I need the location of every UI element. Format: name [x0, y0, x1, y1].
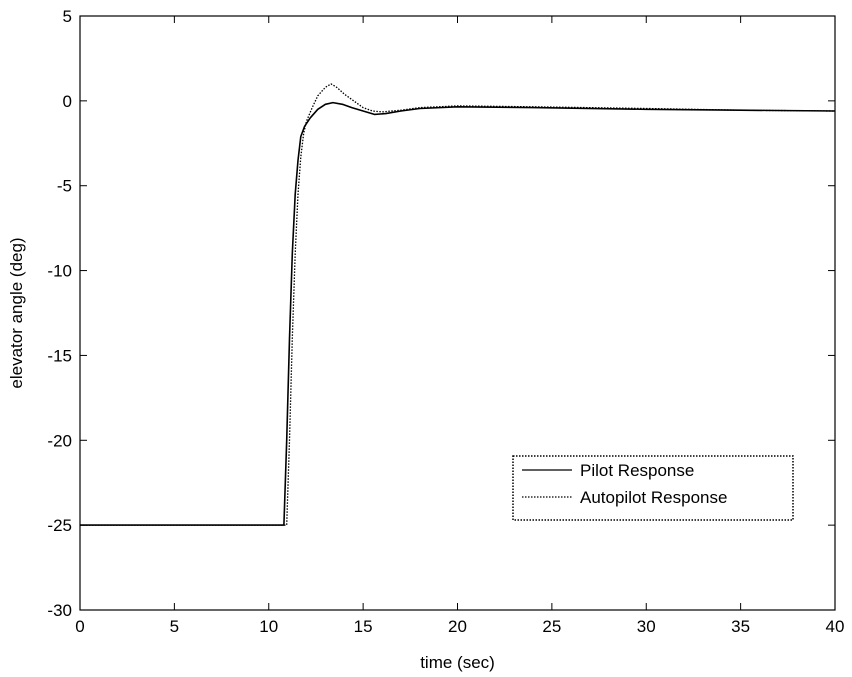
legend-label-pilot: Pilot Response: [580, 461, 694, 480]
x-axis-title: time (sec): [420, 653, 495, 672]
series-line-autopilot: [80, 83, 836, 526]
y-tick-label: 0: [63, 92, 72, 111]
legend-box: [512, 455, 794, 521]
y-axis-title: elevator angle (deg): [7, 237, 26, 388]
y-tick-label: 5: [63, 7, 72, 26]
x-tick-label: 20: [448, 617, 467, 636]
x-tick-label: 30: [637, 617, 656, 636]
x-tick-label: 35: [731, 617, 750, 636]
x-tick-label: 5: [170, 617, 179, 636]
legend: Pilot Response Autopilot Response: [512, 455, 794, 521]
legend-label-autopilot: Autopilot Response: [580, 488, 727, 507]
y-tick-label: -5: [57, 177, 72, 196]
axes-box: [79, 15, 836, 611]
y-tick-label: -30: [47, 601, 72, 620]
y-tick-label: -10: [47, 262, 72, 281]
x-tick-label: 25: [542, 617, 561, 636]
plot-layer: [80, 83, 836, 526]
tick-layer: 0 5 10 15 20 25 30 35 40 5 0 -5 -10 -15 -20 -25 -30: [47, 7, 844, 636]
x-tick-label: 15: [354, 617, 373, 636]
x-tick-label: 0: [75, 617, 84, 636]
y-tick-label: -25: [47, 516, 72, 535]
x-tick-label: 10: [259, 617, 278, 636]
y-tick-label: -20: [47, 431, 72, 450]
series-line-pilot: [80, 101, 836, 526]
x-tick-label: 40: [826, 617, 845, 636]
y-tick-label: -15: [47, 346, 72, 365]
